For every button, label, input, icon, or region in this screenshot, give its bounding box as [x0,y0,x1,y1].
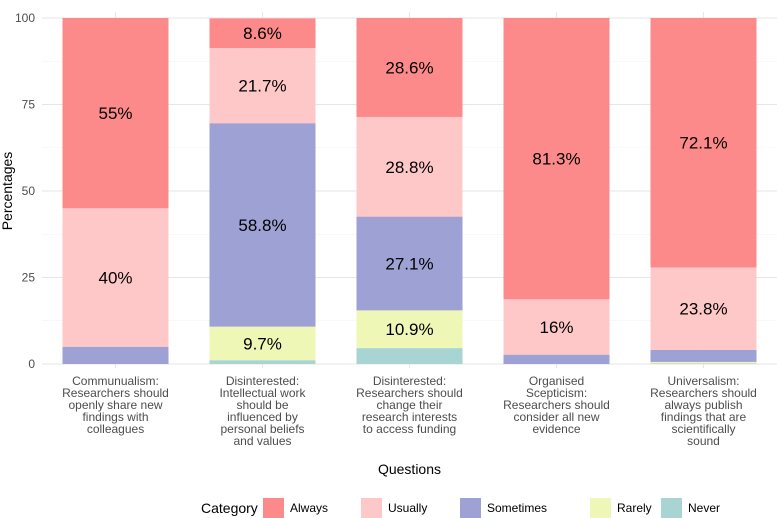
legend-title: Category [201,500,258,516]
data-label: 23.8% [679,300,727,319]
legend-label: Always [290,501,328,515]
data-label: 21.7% [238,77,286,96]
data-label: 72.1% [679,134,727,153]
bar-segment-rarely [650,361,757,364]
bar-segment-never [650,363,757,364]
legend: Category Always Usually Sometimes Rarely Neve… [201,498,720,518]
bar-segment-always [650,18,757,268]
data-label: 16% [539,318,573,337]
x-tick-label-line: Organised [529,374,584,388]
legend-key-rarely [590,498,611,518]
bar-segment-always [209,18,316,49]
x-tick-label-line: findings with [82,410,148,424]
bar-segment-usually [62,208,169,347]
data-label: 58.8% [238,216,286,235]
x-tick-label-line: and values [233,434,291,448]
data-label: 40% [98,269,132,288]
data-label: 55% [98,104,132,123]
legend-key-usually [361,498,382,518]
bar-segment-sometimes [503,354,610,364]
y-axis-title: Percentages [0,152,15,231]
x-tick-label-line: Universalism: [667,374,739,388]
data-label: 8.6% [243,24,282,43]
data-label: 81.3% [532,150,580,169]
x-tick-label-line: Intellectual work [219,386,306,400]
legend-key-never [661,498,682,518]
bar-segment-never [356,348,463,364]
y-tick-label: 100 [15,11,35,25]
x-tick-label-line: scientifically [671,422,735,436]
x-tick-label-line: Researchers should [503,398,610,412]
legend-label: Rarely [617,501,652,515]
x-tick-label-line: evidence [532,422,580,436]
x-tick-label-line: Scepticism: [526,386,587,400]
data-label: 28.6% [385,58,433,77]
x-tick-label-line: personal beliefs [220,422,304,436]
legend-key-sometimes [460,498,481,518]
y-axis-ticks: 0 25 50 75 100 [15,11,35,371]
bar-segment-usually [356,116,463,217]
x-tick-label-line: consider all new [513,410,599,424]
x-tick-label-line: Disinterested: [373,374,446,388]
legend-label: Sometimes [487,501,547,515]
y-tick-label: 0 [28,357,35,371]
data-label: 28.8% [385,158,433,177]
x-tick-label: Disinterested: Researchers should change t… [356,374,463,436]
legend-key-always [263,498,284,518]
bars [62,18,757,364]
bar-segment-rarely [209,326,316,361]
legend-label: Never [688,501,720,515]
x-tick-label-line: always publish [664,398,742,412]
data-label: 10.9% [385,320,433,339]
bar-segment-sometimes [650,349,757,362]
x-tick-label-line: to access funding [363,422,456,436]
x-tick-label: Communualism: Researchers should openly sh… [62,374,169,436]
x-tick-label-line: Disinterested: [226,374,299,388]
x-tick-label-line: change their [376,398,442,412]
x-tick-label-line: Researchers should [62,386,169,400]
data-label: 9.7% [243,334,282,353]
x-tick-label-line: Communualism: [72,374,159,388]
bar-segment-never [209,360,316,364]
y-tick-label: 75 [22,98,36,112]
bar-segment-sometimes [209,123,316,327]
x-axis-title: Questions [378,461,441,477]
x-axis-ticks: Communualism: Researchers should openly sh… [62,374,757,448]
bar-segment-always [356,18,463,117]
bar-segment-rarely [356,310,463,349]
legend-label: Usually [388,501,427,515]
x-tick-label: Organised Scepticism: Researchers should co… [503,374,610,436]
x-tick-label-line: should be [236,398,288,412]
x-tick-label-line: Researchers should [356,386,463,400]
bar-segment-always [62,18,169,209]
data-labels: 40% 55% 9.7% 58.8% 21.7% 8.6% 10.9% 27.1% 28.8% 2… [98,24,727,353]
x-tick-label: Disinterested: Intellectual work should be… [219,374,306,448]
y-tick-label: 25 [22,271,36,285]
x-tick-label-line: research interests [362,410,457,424]
bar-segment-sometimes [62,346,169,364]
y-tick-label: 50 [22,184,36,198]
x-tick-label-line: colleagues [87,422,144,436]
bar-segment-sometimes [356,216,463,311]
x-tick-label-line: openly share new [68,398,162,412]
bar-segment-usually [209,48,316,124]
x-tick-label-line: Researchers should [650,386,757,400]
x-tick-label-line: sound [687,434,720,448]
x-tick-label-line: influenced by [227,410,298,424]
bar-segment-usually [503,299,610,355]
bar-segment-usually [650,267,757,350]
x-tick-label: Universalism: Researchers should always pu… [650,374,757,448]
x-tick-label-line: findings that are [661,410,747,424]
bar-segment-always [503,18,610,300]
data-label: 27.1% [385,254,433,273]
